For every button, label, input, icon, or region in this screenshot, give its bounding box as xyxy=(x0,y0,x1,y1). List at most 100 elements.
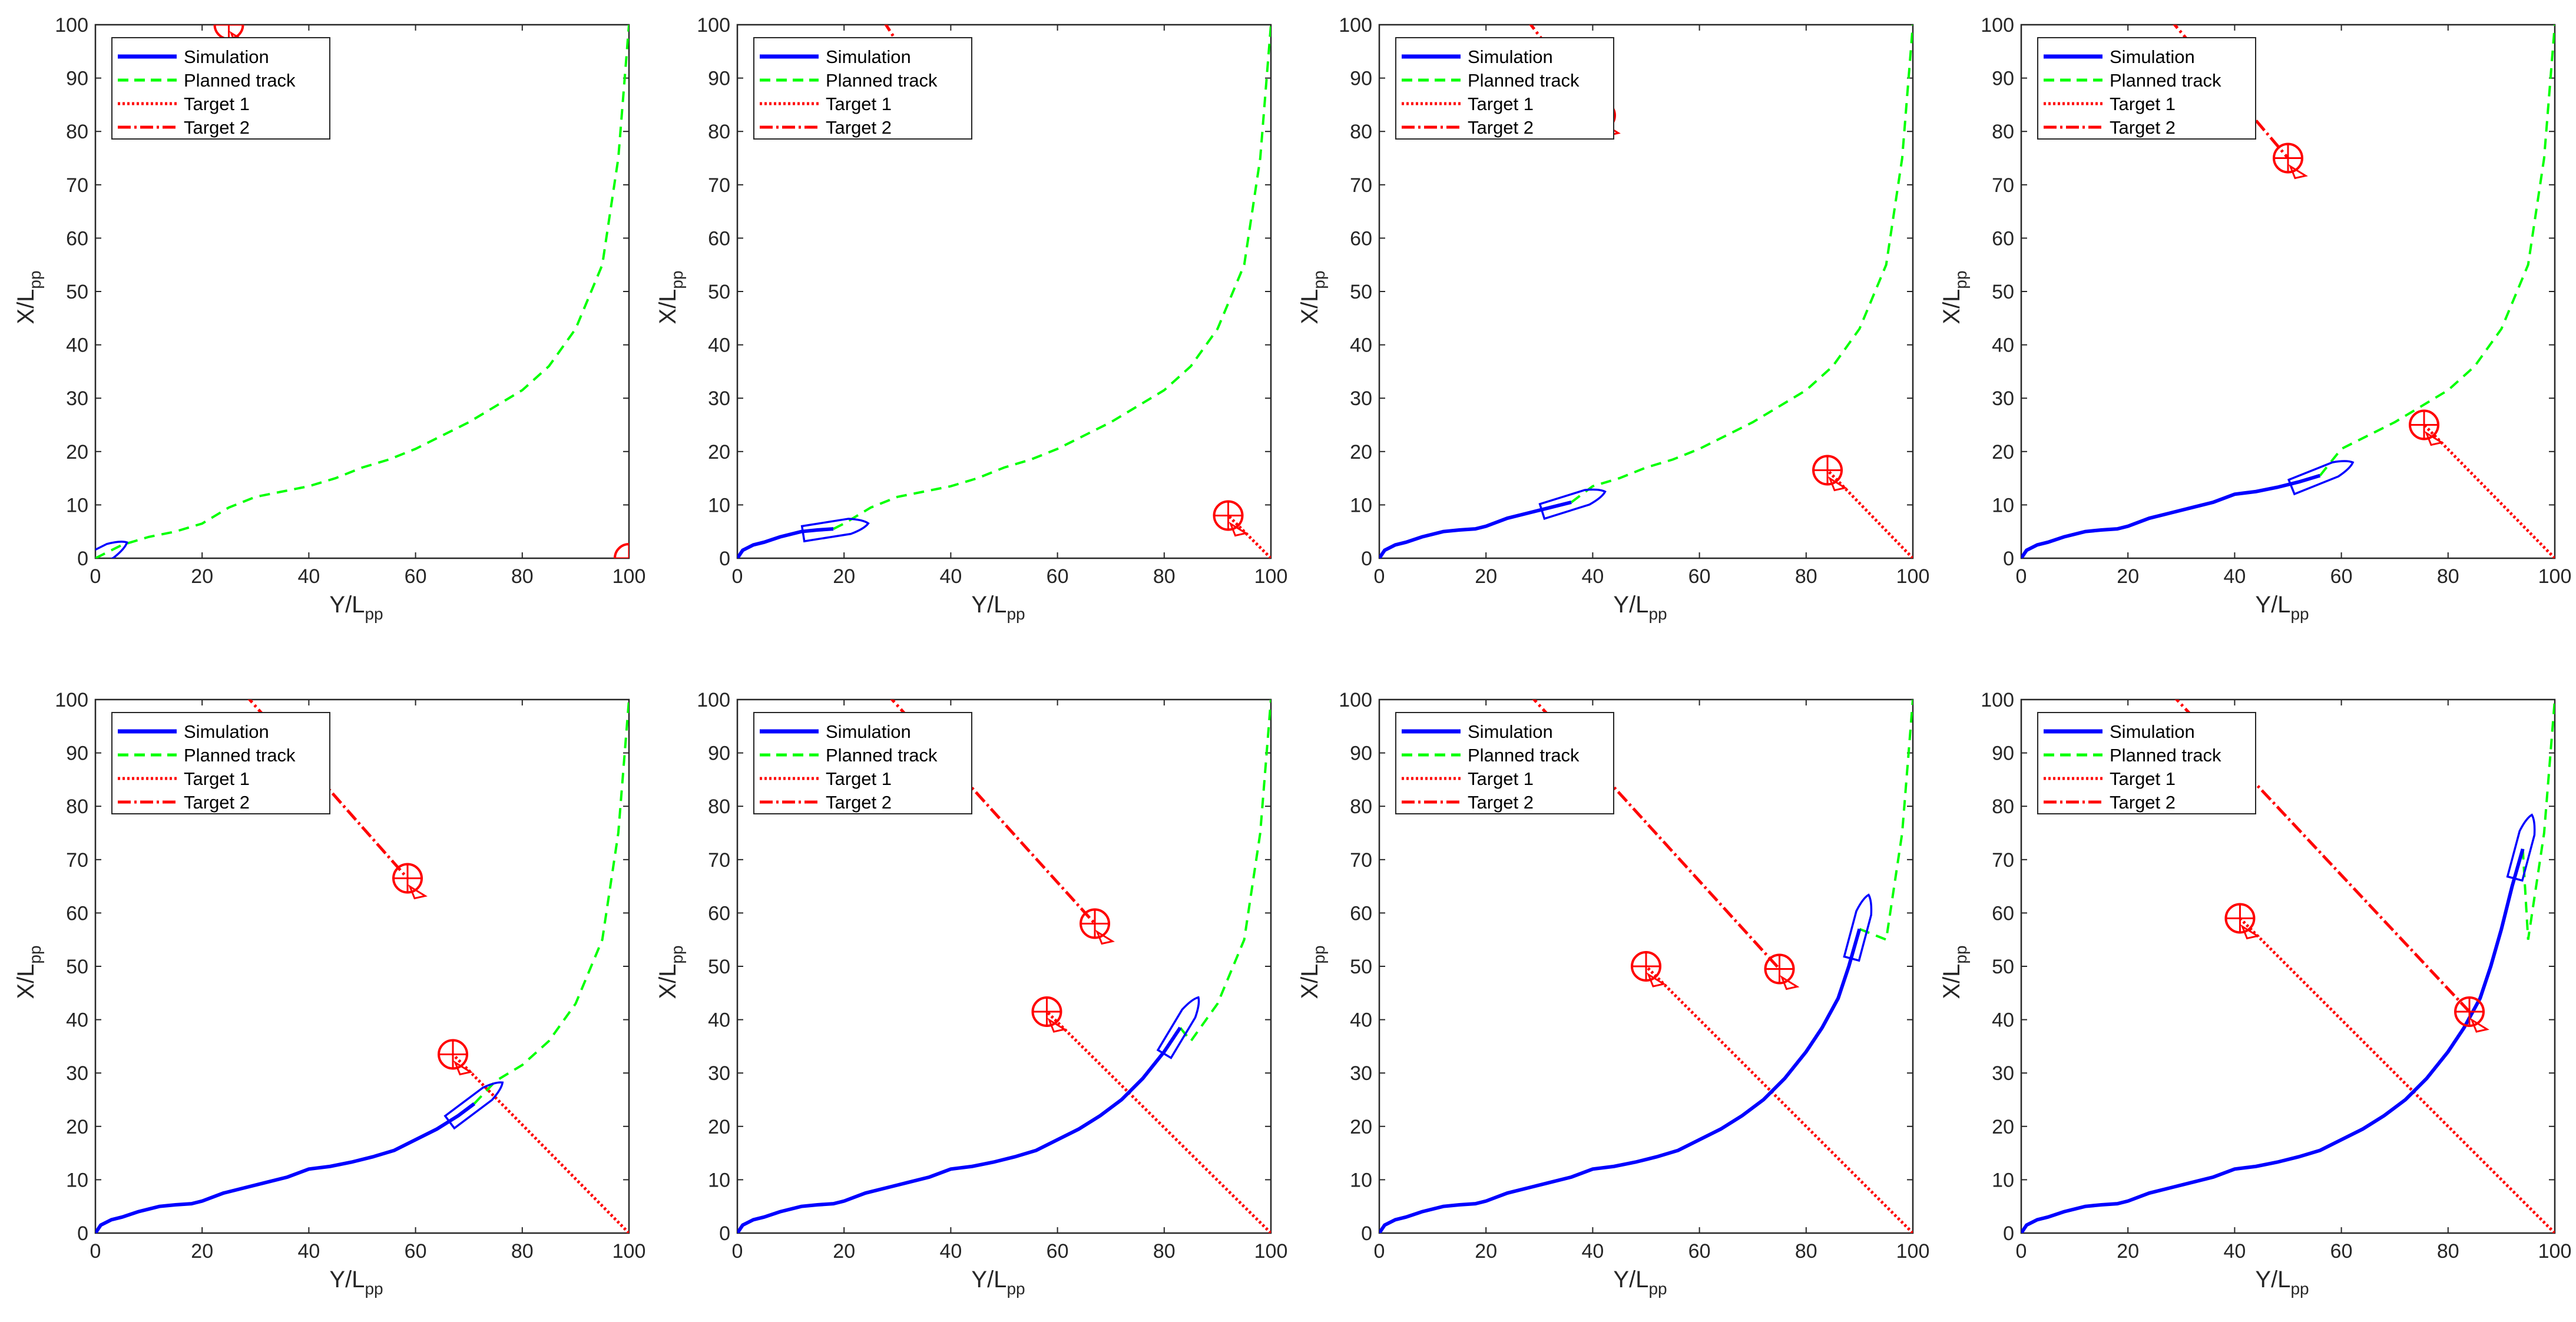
x-tick-label: 80 xyxy=(511,1240,534,1263)
legend-label-plan: Planned track xyxy=(1468,70,1580,91)
y-tick-label: 20 xyxy=(708,441,730,463)
y-tick-label: 100 xyxy=(55,14,88,37)
target1-ship-icon xyxy=(438,1039,473,1076)
legend-label-plan: Planned track xyxy=(826,745,938,766)
y-tick-label: 30 xyxy=(708,387,730,410)
y-tick-label: 60 xyxy=(708,902,730,925)
target1-ship-icon xyxy=(1213,500,1249,537)
legend-label-plan: Planned track xyxy=(2110,745,2221,766)
target2-track-line xyxy=(2173,25,2289,160)
y-tick-label: 40 xyxy=(1350,1009,1372,1032)
x-tick-label: 100 xyxy=(1896,1240,1930,1263)
legend-label-sim: Simulation xyxy=(2110,47,2195,67)
target2-ship-hull xyxy=(2288,164,2308,180)
x-tick-label: 40 xyxy=(297,1240,320,1263)
y-tick-label: 70 xyxy=(66,849,88,872)
y-tick-label: 80 xyxy=(1992,796,2014,818)
y-tick-label: 70 xyxy=(708,849,730,872)
y-tick-label: 20 xyxy=(1992,1116,2014,1138)
x-tick-label: 40 xyxy=(1581,1240,1604,1263)
simulation-line xyxy=(737,527,834,558)
target1-ship-icon xyxy=(1631,951,1666,988)
y-tick-label: 90 xyxy=(1992,68,2014,90)
y-tick-label: 70 xyxy=(66,174,88,197)
y-tick-label: 100 xyxy=(1339,689,1372,711)
legend-label-sim: Simulation xyxy=(184,47,269,67)
x-tick-label: 20 xyxy=(833,565,855,588)
y-tick-label: 80 xyxy=(1992,121,2014,143)
y-tick-label: 70 xyxy=(1992,849,2014,872)
y-tick-label: 50 xyxy=(1350,281,1372,303)
x-axis-label: Y/Lpp xyxy=(329,1267,383,1298)
x-tick-label: 20 xyxy=(2117,1240,2139,1263)
own-ship-icon xyxy=(1156,996,1200,1059)
x-tick-label: 80 xyxy=(2437,565,2459,588)
legend-label-sim: Simulation xyxy=(184,721,269,742)
y-tick-label: 10 xyxy=(1992,494,2014,516)
own-ship-icon xyxy=(800,518,870,543)
y-tick-label: 80 xyxy=(66,121,88,143)
y-tick-label: 30 xyxy=(708,1062,730,1085)
y-tick-label: 80 xyxy=(1350,796,1372,818)
simulation-line xyxy=(1379,928,1862,1233)
target1-track-line xyxy=(1645,965,1913,1233)
planned-track-line xyxy=(1179,700,1271,1043)
y-axis-label: X/Lpp xyxy=(13,270,44,324)
legend-label-t2: Target 2 xyxy=(2110,792,2176,813)
x-tick-label: 60 xyxy=(1688,1240,1711,1263)
x-tick-label: 100 xyxy=(2538,565,2572,588)
y-tick-label: 10 xyxy=(708,494,730,516)
y-tick-label: 20 xyxy=(66,1116,88,1138)
legend-label-t1: Target 1 xyxy=(184,768,250,789)
y-tick-label: 100 xyxy=(55,689,88,711)
target2-ship-icon xyxy=(1764,953,1800,990)
x-axis-label: Y/Lpp xyxy=(1613,1267,1667,1298)
target2-ship-icon xyxy=(392,863,428,900)
x-axis-label: Y/Lpp xyxy=(2255,1267,2309,1298)
x-tick-label: 20 xyxy=(1475,1240,1497,1263)
target2-ship-icon xyxy=(2273,143,2308,180)
simulation-line xyxy=(737,1026,1182,1233)
y-axis-label: X/Lpp xyxy=(655,945,686,999)
y-tick-label: 40 xyxy=(708,1009,730,1032)
target1-ship-hull xyxy=(1229,521,1249,537)
legend-label-t1: Target 1 xyxy=(1468,94,1534,114)
planned-track-line xyxy=(1859,700,1913,942)
target1-track-line xyxy=(452,1053,629,1233)
target2-ship-hull xyxy=(2469,1018,2489,1033)
target2-ship-hull xyxy=(408,884,428,900)
legend-label-t1: Target 1 xyxy=(2110,94,2176,114)
subplot-6: 0 20 40 60 80 100 0 10 20 30 40 50 60 70 80 90 100 Y/Lpp X… xyxy=(655,689,1287,1298)
x-tick-label: 0 xyxy=(2016,1240,2027,1263)
y-tick-label: 70 xyxy=(1350,174,1372,197)
x-tick-label: 40 xyxy=(939,1240,962,1263)
subplot-7: 0 20 40 60 80 100 0 10 20 30 40 50 60 70 80 90 100 Y/Lpp X… xyxy=(1297,689,1930,1298)
legend-label-sim: Simulation xyxy=(2110,721,2195,742)
own-ship-icon xyxy=(95,541,128,558)
planned-track-line xyxy=(2319,25,2555,476)
plot-area xyxy=(2021,25,2555,558)
y-tick-label: 50 xyxy=(1992,956,2014,978)
y-tick-label: 90 xyxy=(708,68,730,90)
legend-label-t1: Target 1 xyxy=(184,94,250,114)
subplot-8: 0 20 40 60 80 100 0 10 20 30 40 50 60 70 80 90 100 Y/Lpp X… xyxy=(1939,689,2571,1298)
planned-track-line xyxy=(2521,700,2555,940)
y-tick-label: 90 xyxy=(1350,743,1372,765)
x-tick-label: 80 xyxy=(1153,1240,1176,1263)
own-ship-icon xyxy=(443,1081,504,1130)
y-tick-label: 30 xyxy=(66,1062,88,1085)
y-tick-label: 10 xyxy=(1350,494,1372,516)
target1-track-line xyxy=(2239,917,2555,1233)
x-tick-label: 60 xyxy=(1688,565,1711,588)
x-tick-label: 60 xyxy=(405,565,427,588)
x-tick-label: 0 xyxy=(90,565,101,588)
legend-label-t1: Target 1 xyxy=(826,94,892,114)
x-tick-label: 60 xyxy=(1047,1240,1069,1263)
x-tick-label: 20 xyxy=(1475,565,1497,588)
x-tick-label: 80 xyxy=(511,565,534,588)
y-tick-label: 20 xyxy=(1350,441,1372,463)
x-tick-label: 80 xyxy=(2437,1240,2459,1263)
